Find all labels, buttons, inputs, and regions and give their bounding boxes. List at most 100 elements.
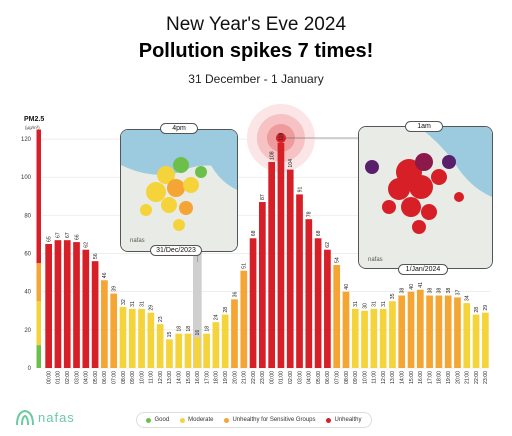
x-tick-label: 01:00 <box>56 371 62 384</box>
bar <box>175 333 183 368</box>
bar <box>398 295 406 368</box>
x-tick-label: 18:00 <box>214 371 220 384</box>
bar <box>454 297 461 368</box>
bar <box>73 242 80 368</box>
x-tick-label: 18:00 <box>437 371 443 384</box>
scale-bar-segment <box>36 301 41 346</box>
x-tick-label: 21:00 <box>242 371 248 384</box>
bar <box>203 333 210 368</box>
x-tick-label: 03:00 <box>74 371 80 384</box>
bar-value-label: 37 <box>455 290 461 296</box>
map-right-time-label: 1am <box>405 121 443 132</box>
legend-label-moderate: Moderate <box>188 417 214 423</box>
bar <box>184 333 192 368</box>
legend-dot-moderate <box>180 417 186 423</box>
bar <box>351 308 359 368</box>
x-tick-label: 16:00 <box>195 371 201 384</box>
x-tick-label: 05:00 <box>93 371 99 384</box>
bar <box>333 264 341 368</box>
bar-value-label: 46 <box>102 272 108 278</box>
bar <box>147 312 155 368</box>
bar <box>63 240 71 368</box>
x-tick-label: 15:00 <box>186 371 192 384</box>
bar <box>407 291 415 368</box>
bar <box>482 312 489 368</box>
bar <box>45 244 52 368</box>
scale-bar-segment <box>36 129 41 264</box>
x-tick-label: 05:00 <box>316 371 322 384</box>
bar-value-label: 65 <box>46 236 52 242</box>
bar-value-label: 16 <box>195 330 201 336</box>
bar <box>268 161 275 368</box>
map-left-date-label: 31/Dec/2023 <box>150 245 202 256</box>
x-tick-label: 08:00 <box>121 371 127 384</box>
legend-label-unhealthy: Unhealthy <box>334 417 362 423</box>
bar <box>296 194 303 368</box>
x-tick-label: 21:00 <box>465 371 471 384</box>
x-tick-label: 23:00 <box>483 371 489 384</box>
x-tick-label: 20:00 <box>455 371 461 384</box>
bar-value-label: 54 <box>334 257 340 263</box>
bar-value-label: 40 <box>344 284 350 290</box>
chart-title: New Year's Eve 2024 <box>165 14 347 35</box>
bar <box>166 339 173 368</box>
legend-item-good: Good <box>146 417 169 423</box>
bar <box>110 293 118 368</box>
x-tick-label: 00:00 <box>269 371 275 384</box>
legend-dot-unhealthy <box>326 417 332 423</box>
bar-value-label: 24 <box>214 314 220 320</box>
x-tick-label: 07:00 <box>334 371 340 384</box>
bar <box>156 324 164 368</box>
bar-value-label: 91 <box>297 187 303 193</box>
bar-value-label: 108 <box>269 151 275 160</box>
x-tick-label: 13:00 <box>167 371 173 384</box>
legend-dot-good <box>146 417 152 423</box>
legend-item-moderate: Moderate <box>180 417 214 423</box>
bar <box>286 169 294 368</box>
bar-value-label: 31 <box>372 301 378 307</box>
scale-bar-segment <box>36 345 41 368</box>
bar-value-label: 67 <box>56 232 62 238</box>
x-tick-label: 15:00 <box>409 371 415 384</box>
map-right-image <box>359 127 492 268</box>
bar-value-label: 38 <box>400 288 406 294</box>
bar <box>249 238 257 368</box>
bar <box>231 299 238 368</box>
map-card-right <box>358 126 493 269</box>
bar <box>128 308 136 368</box>
y-tick-label: 40 <box>24 290 31 296</box>
x-tick-label: 10:00 <box>362 371 368 384</box>
bar <box>54 240 62 368</box>
bar <box>212 322 220 368</box>
bar-value-label: 39 <box>111 286 117 292</box>
bar-value-label: 31 <box>139 301 145 307</box>
x-tick-label: 09:00 <box>353 371 359 384</box>
bar-value-label: 32 <box>121 299 127 305</box>
x-tick-label: 22:00 <box>251 371 257 384</box>
bar-value-label: 56 <box>93 253 99 259</box>
map-left-brand: nafas <box>130 238 145 244</box>
legend-label-sensitive: Unhealthy for Sensitive Groups <box>232 417 316 423</box>
x-tick-label: 08:00 <box>344 371 350 384</box>
bar <box>240 270 248 368</box>
bar <box>259 202 266 368</box>
bar <box>193 337 201 368</box>
y-tick-label: 0 <box>28 366 32 372</box>
x-tick-label: 19:00 <box>223 371 229 384</box>
x-tick-label: 12:00 <box>158 371 164 384</box>
bar-value-label: 62 <box>84 242 90 248</box>
x-tick-label: 19:00 <box>446 371 452 384</box>
map-right-brand: nafas <box>368 257 383 263</box>
nafas-logo-icon <box>16 409 34 426</box>
bar-value-label: 29 <box>483 305 489 311</box>
x-tick-label: 17:00 <box>204 371 210 384</box>
bar-value-label: 118 <box>279 133 285 141</box>
x-tick-label: 23:00 <box>260 371 266 384</box>
bar-value-label: 38 <box>427 288 433 294</box>
x-tick-label: 12:00 <box>381 371 387 384</box>
bar <box>342 291 350 368</box>
y-tick-label: 100 <box>21 175 32 181</box>
bar-value-label: 28 <box>474 307 480 313</box>
bar-value-label: 34 <box>465 295 471 301</box>
bar-value-label: 29 <box>149 305 155 311</box>
